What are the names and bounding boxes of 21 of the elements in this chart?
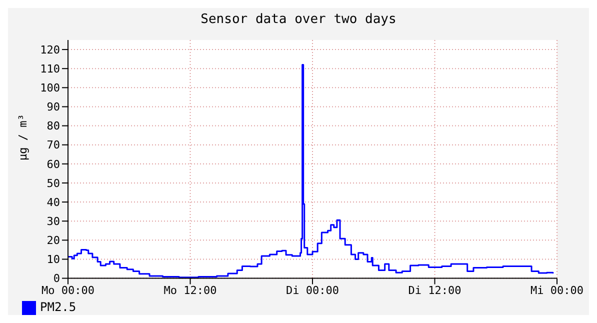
y-tick-label: 60 [46,158,60,171]
y-axis-title: µg / m³ [16,114,30,160]
y-tick-label: 40 [46,196,60,209]
x-tick-label: Di 12:00 [408,284,462,298]
y-tick-label: 100 [40,82,60,95]
y-tick-label: 0 [53,272,60,286]
chart-title: Sensor data over two days [200,11,398,29]
legend-label: PM2.5 [40,300,76,314]
y-tick-label: 90 [46,100,60,114]
y-tick-label: 10 [46,253,60,266]
x-tick-label: Mo 00:00 [42,284,94,298]
y-tick-label: 50 [46,176,60,190]
y-tick-label: 30 [46,215,60,228]
y-tick-label: 20 [46,234,60,248]
y-tick-label: 120 [40,43,60,56]
x-tick-label: Mo 12:00 [164,284,217,298]
y-tick-label: 110 [40,62,60,76]
x-tick-label: Di 00:00 [286,284,339,298]
y-tick-label: 80 [46,120,60,133]
y-tick-label: 70 [46,138,60,152]
x-tick-label: Mi 00:00 [530,284,584,298]
